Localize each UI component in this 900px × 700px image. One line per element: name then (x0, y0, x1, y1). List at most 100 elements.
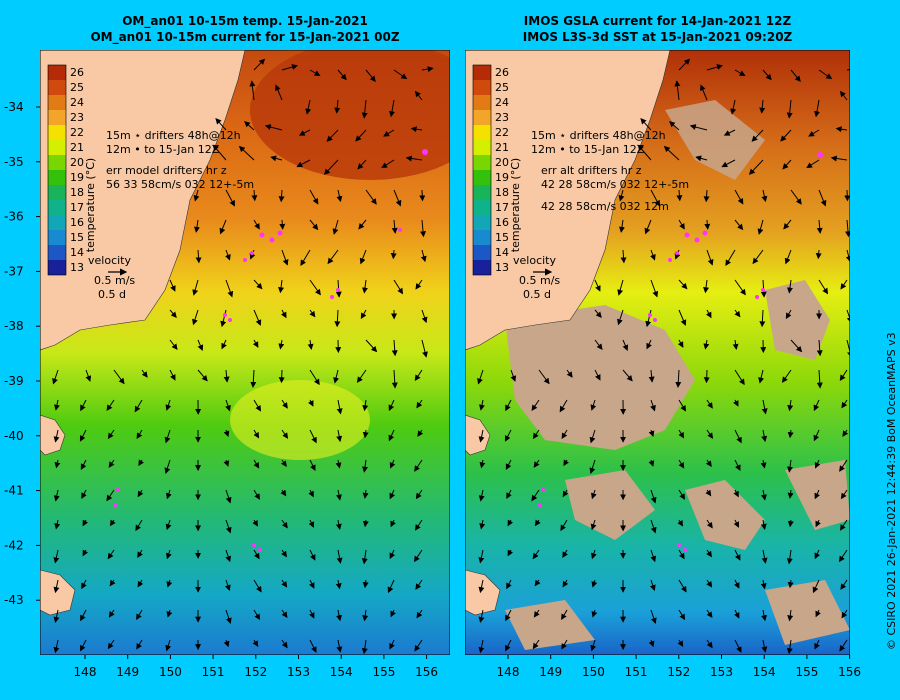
right-no-data-patches (505, 100, 850, 650)
current-arrow (225, 549, 232, 563)
current-arrow (420, 249, 427, 263)
current-arrow (757, 219, 764, 235)
current-arrow (505, 639, 512, 652)
current-arrow (381, 159, 395, 169)
current-arrow (270, 155, 283, 162)
current-arrow (357, 159, 367, 170)
colorbar-tick-label: 19 (495, 171, 509, 184)
current-arrow (335, 579, 342, 590)
current-arrow (383, 129, 395, 137)
current-arrow (839, 90, 848, 101)
current-arrow (107, 549, 115, 560)
current-arrow (362, 579, 369, 589)
current-arrow (79, 429, 87, 442)
x-tick-label: 155 (372, 665, 395, 679)
current-arrow (703, 369, 710, 384)
current-arrow (839, 459, 848, 472)
current-arrow (361, 549, 368, 565)
y-tick-label: -41 (4, 484, 24, 498)
colorbar-tick-label: 25 (495, 81, 509, 94)
y-tick-label: -35 (4, 155, 24, 169)
x-tick-label: 152 (667, 665, 690, 679)
current-arrow (478, 489, 485, 502)
current-arrow (648, 639, 655, 648)
current-arrow (85, 369, 92, 382)
current-arrow (192, 279, 199, 296)
current-arrow (238, 145, 255, 161)
current-arrow (561, 639, 568, 650)
colorbar-tick-label: 16 (70, 216, 84, 229)
colorbar-swatch (473, 125, 491, 140)
current-arrow (221, 339, 227, 350)
current-arrow (252, 519, 259, 527)
right-title-line1: IMOS GSLA current for 14-Jan-2021 12Z (523, 14, 792, 28)
current-arrow (336, 189, 343, 203)
left-mainland-land (39, 49, 246, 351)
current-arrow (106, 489, 115, 502)
current-arrow (650, 279, 659, 298)
current-arrow (53, 549, 60, 564)
right-map-svg[interactable]: 26 25 24 23 22 21 20 19 18 17 16 15 14 13 temperature… (464, 49, 859, 656)
current-arrow (760, 579, 767, 590)
current-arrow (510, 369, 517, 382)
current-arrow (562, 579, 569, 588)
current-arrow (790, 69, 801, 82)
current-arrow (761, 639, 768, 653)
current-arrow (165, 639, 172, 652)
current-arrow (734, 279, 746, 296)
current-arrow (734, 189, 744, 205)
current-arrow (109, 579, 116, 587)
current-arrow (787, 429, 794, 439)
current-arrow (281, 399, 288, 409)
x-tick-label: 150 (582, 665, 605, 679)
left-map-panel[interactable]: 26 25 24 23 22 21 20 19 18 17 16 15 14 13 temperature… (39, 40, 490, 656)
current-arrow (417, 429, 424, 437)
current-arrow (589, 429, 596, 444)
colorbar-swatch (473, 215, 491, 230)
current-arrow (365, 189, 377, 205)
current-arrow (296, 159, 311, 168)
current-arrow (840, 279, 848, 290)
current-arrow (677, 519, 684, 527)
current-arrow (806, 159, 820, 169)
current-arrow (650, 519, 657, 534)
current-arrow (414, 639, 423, 652)
current-arrow (82, 519, 89, 527)
current-arrow (308, 579, 315, 589)
current-arrow (478, 549, 485, 564)
current-arrow (165, 489, 172, 500)
current-arrow (193, 219, 200, 233)
colorbar-swatch (473, 260, 491, 275)
colorbar-swatch (473, 170, 491, 185)
colorbar-swatch (48, 95, 66, 110)
current-arrow (53, 609, 60, 623)
colorbar-swatch (48, 140, 66, 155)
current-arrow (165, 519, 172, 531)
current-arrow (734, 429, 742, 444)
right-colorbar: 26 25 24 23 22 21 20 19 18 17 16 15 14 13 (472, 64, 509, 276)
current-arrow (52, 369, 59, 385)
current-arrow (787, 399, 794, 412)
colorbar-tick-label: 14 (70, 246, 84, 259)
left-legend-drifters-line1: 15m ⋆ drifters 48h@12h (106, 129, 241, 142)
current-arrow (780, 129, 792, 142)
left-map-svg[interactable]: 26 25 24 23 22 21 20 19 18 17 16 15 14 13 temperature… (39, 40, 490, 656)
current-arrow (562, 549, 568, 558)
current-arrow (507, 549, 514, 557)
current-arrow (725, 249, 736, 267)
current-arrow (164, 429, 171, 444)
current-arrow (389, 549, 396, 560)
x-tick-label: 152 (244, 665, 267, 679)
current-arrow (733, 609, 740, 619)
x-tick-label: 148 (497, 665, 520, 679)
current-arrow (356, 369, 367, 383)
y-tick-label: -34 (4, 100, 24, 114)
current-arrow (278, 369, 285, 384)
right-map-panel[interactable]: 26 25 24 23 22 21 20 19 18 17 16 15 14 13 temperature… (464, 49, 859, 656)
current-arrow (732, 339, 739, 350)
current-arrow (479, 519, 486, 530)
current-arrow (415, 279, 423, 290)
current-arrow (591, 609, 598, 618)
current-arrow (250, 369, 257, 388)
credit-text: © CSIRO 2021 26-Jan-2021 12:44:39 BoM Oc… (885, 332, 898, 650)
